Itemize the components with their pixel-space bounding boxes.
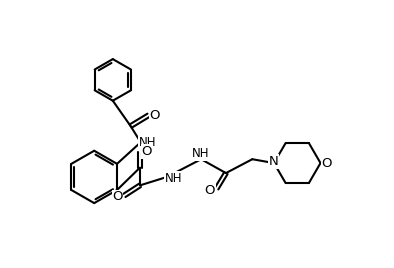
- Text: NH: NH: [139, 136, 156, 149]
- Text: O: O: [149, 109, 160, 122]
- Text: O: O: [204, 184, 215, 196]
- Text: NH: NH: [191, 147, 209, 160]
- Text: O: O: [322, 157, 332, 170]
- Text: NH: NH: [165, 172, 182, 185]
- Text: O: O: [112, 191, 123, 203]
- Text: N: N: [268, 155, 278, 168]
- Text: O: O: [142, 145, 152, 158]
